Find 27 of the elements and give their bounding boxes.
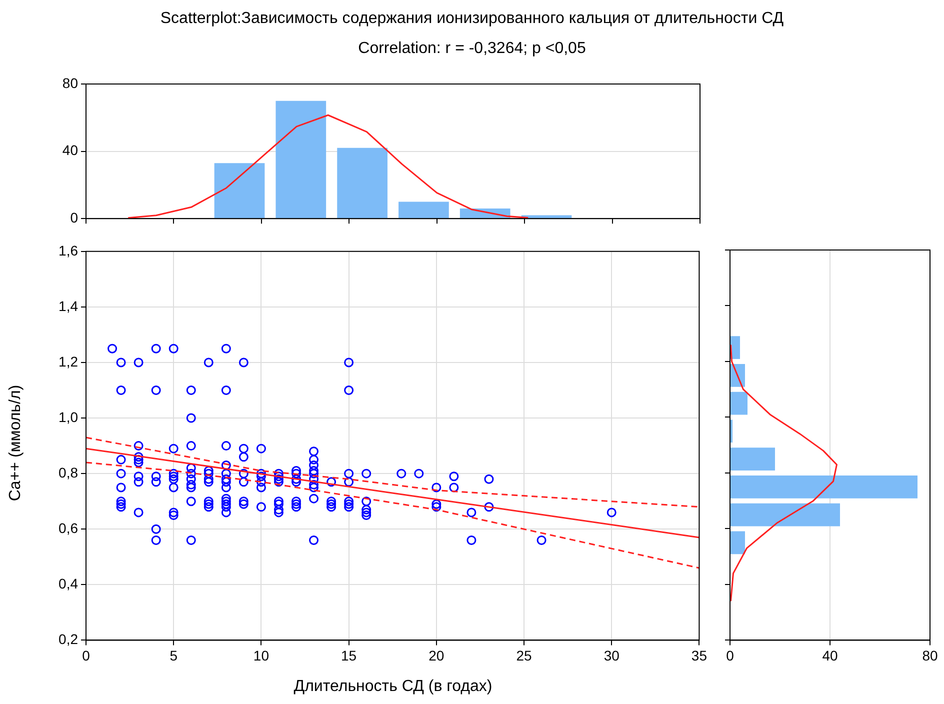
x-tick-label: 15 [341, 647, 357, 664]
line-series [86, 462, 700, 569]
x-tick-label: 35 [691, 647, 708, 664]
x-tick-label: 40 [822, 647, 838, 664]
x-tick-label: 5 [170, 647, 178, 664]
x-tick-label: 0 [82, 647, 90, 664]
x-axis-title: Длительность СД (в годах) [292, 678, 494, 696]
chart-subtitle: Correlation: r = -0,3264; p <0,05 [357, 40, 587, 58]
x-tick-label: 20 [428, 647, 444, 664]
chart-title: Scatterplot:Зависимость содержания ионизированного кальция от длительности СД [159, 10, 785, 28]
x-tick-label: 10 [253, 647, 270, 664]
x-tick-label: 25 [516, 647, 532, 664]
y-tick-label: 0,8 [58, 464, 78, 480]
y-tick-label: 0,4 [58, 576, 78, 592]
y-tick-label: 0 [70, 209, 78, 226]
y-tick-label: 0,2 [58, 631, 78, 648]
x-tick-label: 80 [922, 647, 938, 664]
x-tick-label: 0 [726, 647, 734, 664]
y-tick-label: 80 [62, 74, 78, 91]
y-tick-label: 1,6 [58, 242, 78, 258]
y-axis-title: Ca++ (ммоль/л) [7, 384, 25, 504]
y-tick-label: 40 [62, 142, 78, 158]
y-tick-label: 0,6 [58, 520, 78, 536]
x-tick-label: 30 [604, 647, 620, 664]
y-tick-label: 1,0 [58, 408, 78, 425]
y-tick-label: 1,4 [58, 298, 78, 314]
y-tick-label: 1,2 [58, 353, 78, 370]
